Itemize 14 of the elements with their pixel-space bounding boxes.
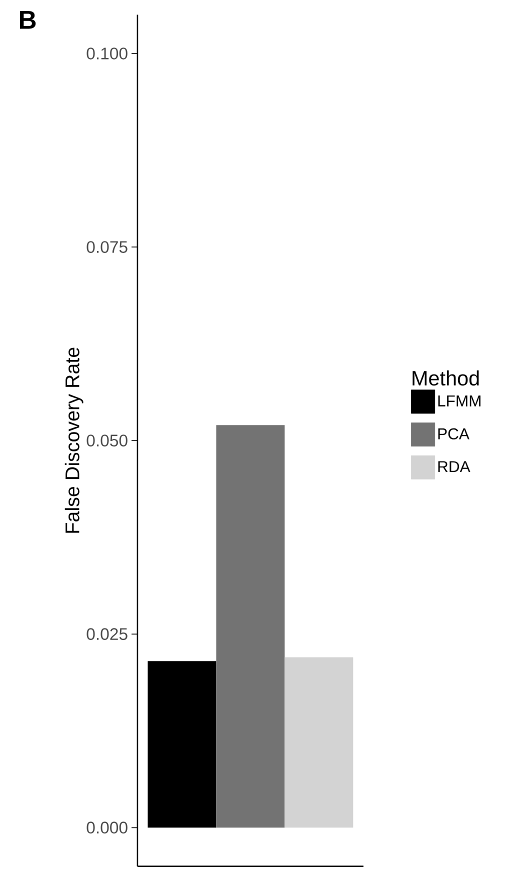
- bar: [148, 661, 216, 828]
- legend-label: RDA: [438, 461, 470, 472]
- y-tick-label: 0.100: [86, 48, 128, 60]
- legend-title: Method: [412, 370, 479, 386]
- bar: [216, 425, 285, 828]
- y-tick-label: 0.075: [86, 241, 128, 253]
- y-tick-label: 0.025: [86, 628, 128, 640]
- y-axis-title: False Discovery Rate: [64, 348, 84, 533]
- y-tick-label: 0.000: [86, 822, 128, 834]
- chart-title: B: [20, 11, 36, 29]
- legend-label: LFMM: [438, 395, 480, 406]
- bar: [284, 657, 354, 828]
- y-tick-label: 0.050: [86, 434, 128, 446]
- legend-label: PCA: [438, 428, 470, 440]
